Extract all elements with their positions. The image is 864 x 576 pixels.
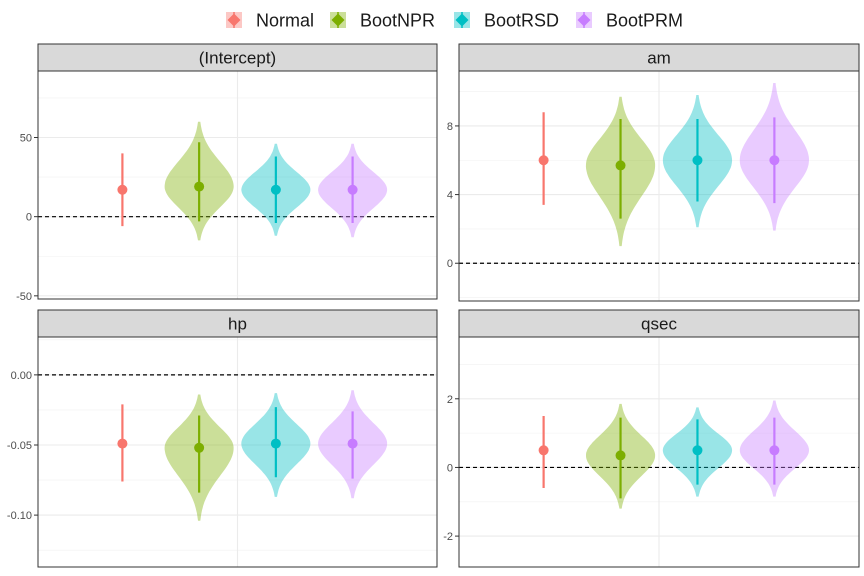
point-normal [117,438,128,449]
point-normal [117,184,128,195]
panel-hp: hp -0.10 -0.05 0.00 [7,309,438,568]
series-bootrsd [662,407,733,497]
legend-label-bootrsd: BootRSD [484,11,559,31]
series-normal [538,415,549,489]
y-tick-label: -2 [443,531,453,543]
panel-border [458,336,860,568]
y-tick-label: 8 [447,121,453,133]
series-bootnpr [586,403,656,509]
point-bootrsd [692,155,703,166]
legend-key-point-normal [227,13,241,27]
series-bootnpr [585,96,656,247]
series-bootprm [739,400,809,497]
y-tick-label: 0 [447,258,453,270]
panel-am: am 0 4 8 [447,43,860,302]
legend: Normal BootNPR BootRSD BootPRM [226,11,683,31]
point-bootrsd [270,184,281,195]
point-bootprm [347,438,358,449]
series-bootprm [318,143,388,238]
series-normal [117,404,128,482]
y-tick-label: 50 [20,133,32,145]
series-bootrsd [241,143,311,236]
y-tick-label: -0.05 [7,440,32,452]
point-bootprm [347,184,358,195]
panel-border [37,336,438,568]
facet-title: am [647,49,671,68]
facet-title: (Intercept) [199,49,276,68]
point-bootnpr [194,442,205,453]
series-bootprm [318,390,388,499]
panel-qsec: qsec -2 0 2 [443,309,860,568]
legend-label-bootnpr: BootNPR [360,11,435,31]
legend-label-normal: Normal [256,11,314,31]
y-tick-label: 2 [447,394,453,406]
facet-strip [458,43,860,72]
facet-title: qsec [641,315,677,334]
y-tick-label: -50 [16,291,32,303]
y-tick-label: 0 [26,212,32,224]
point-bootnpr [615,450,626,461]
legend-key-point-bootnpr [331,13,345,27]
y-tick-label: -0.10 [7,510,32,522]
y-tick-label: 4 [447,190,453,202]
series-bootnpr [164,394,234,521]
series-normal [117,153,128,227]
facet-strip [37,309,438,338]
legend-key-point-bootrsd [455,13,469,27]
facet-strip [458,309,860,338]
panel-intercept: (Intercept) -50 0 50 [16,43,438,303]
series-bootprm [739,83,809,231]
point-bootnpr [194,181,205,192]
legend-label-bootprm: BootPRM [606,11,683,31]
y-tick-label: 0.00 [11,370,32,382]
panel-border [37,70,438,300]
point-bootrsd [692,445,703,456]
series-bootrsd [662,95,733,228]
panel-border [458,70,860,302]
point-normal [538,155,549,166]
series-normal [538,112,549,205]
point-bootnpr [615,160,626,171]
series-bootrsd [241,393,311,497]
series-bootnpr [164,121,234,241]
point-bootprm [769,155,780,166]
legend-key-point-bootprm [577,13,591,27]
point-bootrsd [270,438,281,449]
y-tick-label: 0 [447,462,453,474]
point-normal [538,445,549,456]
facet-title: hp [228,315,247,334]
point-bootprm [769,445,780,456]
